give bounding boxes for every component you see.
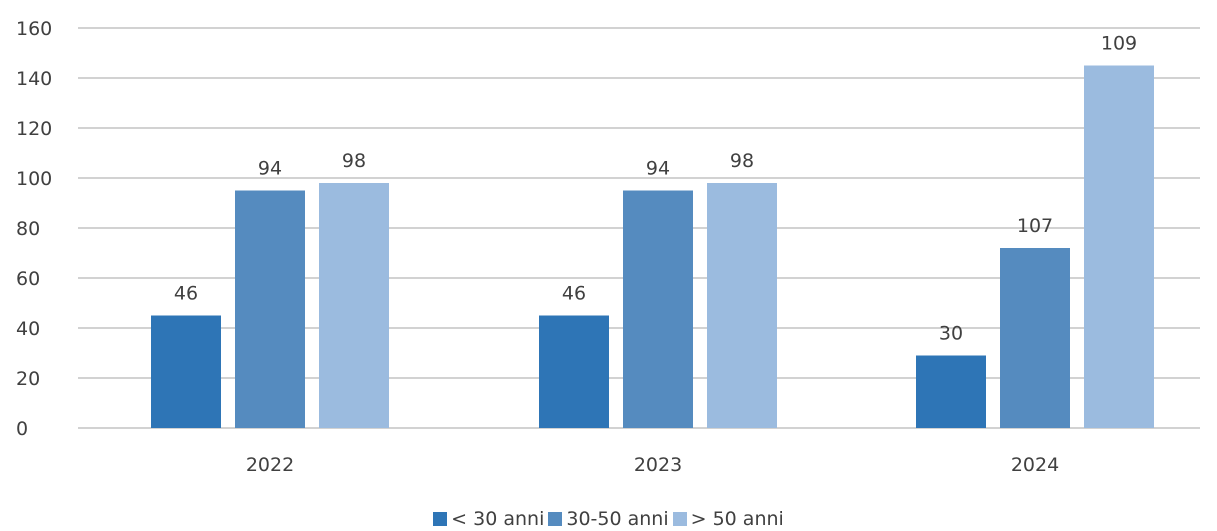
data-label: 46 [562,283,586,305]
bar [1000,248,1070,428]
x-tick-label: 2022 [246,454,294,476]
legend-label: < 30 anni [451,508,545,530]
bar [707,183,777,428]
data-label: 94 [646,158,670,180]
legend-swatch [433,512,448,526]
x-tick-label: 2023 [634,454,682,476]
x-tick-label: 2024 [1011,454,1059,476]
legend-swatch [672,512,687,526]
legend-item: 30-50 anni [548,508,669,530]
data-label: 46 [174,283,198,305]
legend-item: > 50 anni [672,508,784,530]
bar-chart: 0 20 40 60 80 100 120 140 160 46 46 30 94 94 107 98 98 1… [16,18,1200,476]
y-tick-label: 80 [16,218,40,240]
legend-swatch [548,512,563,526]
bar [151,315,221,428]
legend-label: > 50 anni [690,508,784,530]
data-label: 107 [1017,215,1053,237]
y-axis-ticks: 0 20 40 60 80 100 120 140 160 [16,18,52,440]
x-axis-ticks: 2022 2023 2024 [246,454,1059,476]
legend: < 30 anni 30-50 anni > 50 anni [0,508,1217,531]
data-label: 98 [342,150,366,172]
y-tick-label: 0 [16,418,28,440]
y-tick-label: 120 [16,118,52,140]
y-tick-label: 100 [16,168,52,190]
y-tick-label: 40 [16,318,40,340]
bar [623,190,693,428]
data-label: 30 [939,323,963,345]
bar [539,315,609,428]
legend-label: 30-50 anni [566,508,669,530]
bars [151,65,1154,428]
bar [319,183,389,428]
bar [1084,65,1154,428]
data-label: 98 [730,150,754,172]
y-tick-label: 160 [16,18,52,40]
y-tick-label: 140 [16,68,52,90]
bar [916,355,986,428]
legend-item: < 30 anni [433,508,544,530]
y-tick-label: 60 [16,268,40,290]
y-tick-label: 20 [16,368,40,390]
bar [235,190,305,428]
data-labels: 46 46 30 94 94 107 98 98 109 [174,33,1137,345]
data-label: 109 [1101,33,1137,55]
data-label: 94 [258,158,282,180]
